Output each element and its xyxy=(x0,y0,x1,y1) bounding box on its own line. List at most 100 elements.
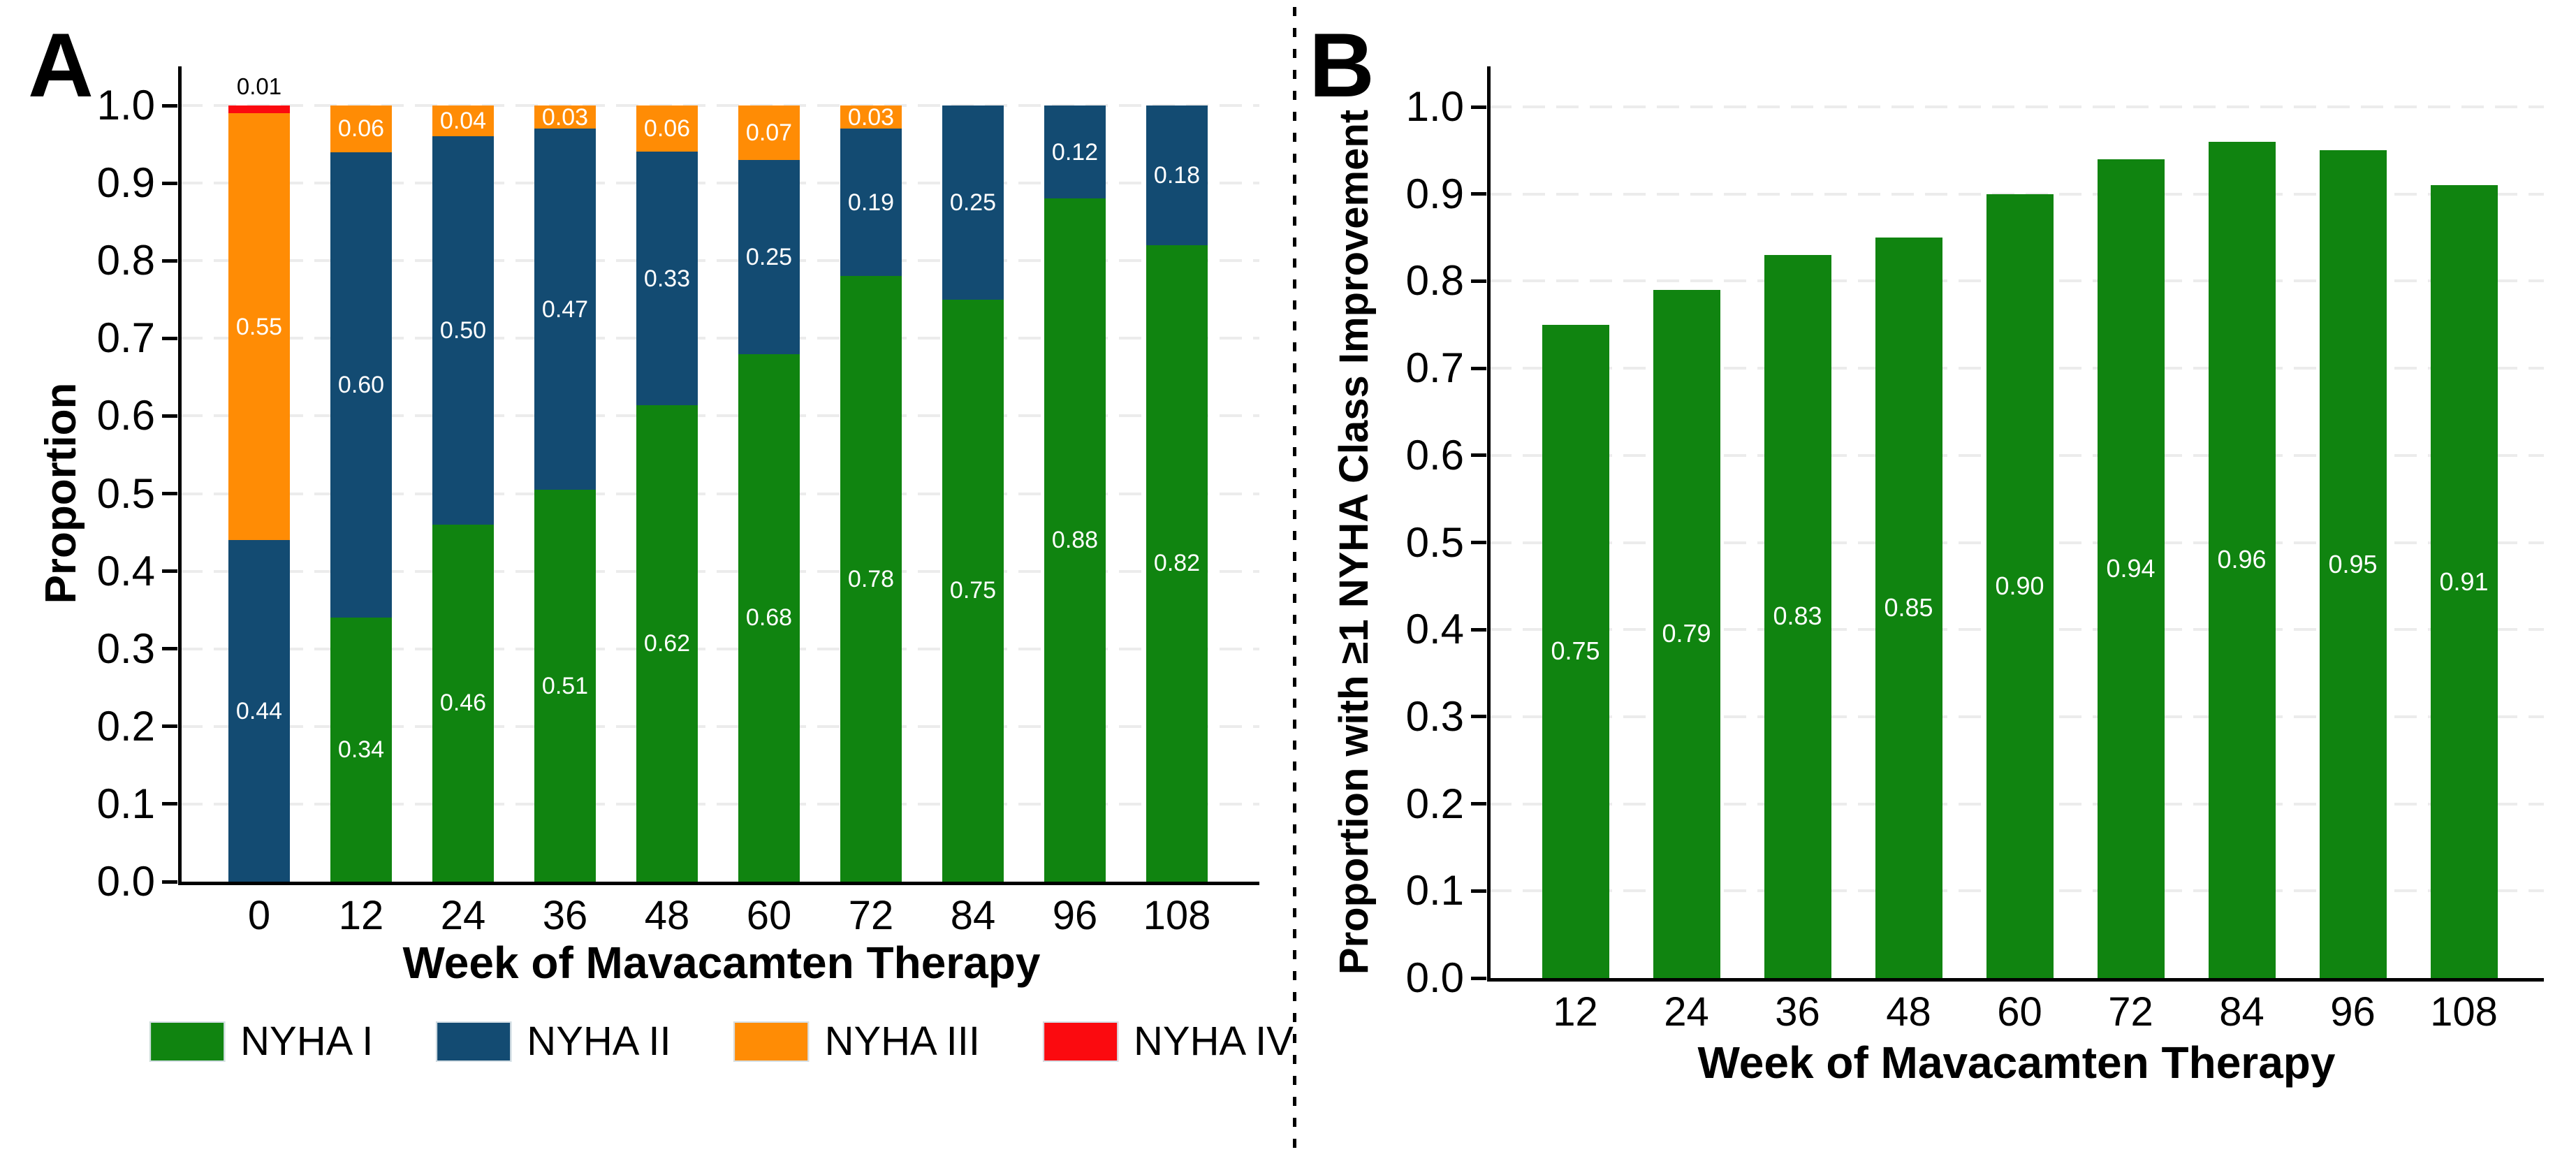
bar-segment-nyha-i-week-84: 0.75 xyxy=(942,299,1004,882)
bar-value-label: 0.60 xyxy=(337,371,385,398)
x-tick-label: 84 xyxy=(2219,989,2264,1035)
panel-a-plot-area: 0.0 0.1 0.2 0.3 0.4 0.5 0.6 0.7 0.8 0.9 1.0 0.44 0.5… xyxy=(97,66,1259,936)
bar-segment-nyha-ii-week-108: 0.18 xyxy=(1146,105,1208,245)
y-tick-label: 0.6 xyxy=(1405,431,1464,479)
y-tick-label: 0.7 xyxy=(96,314,155,362)
panel-b-letter: B xyxy=(1309,14,1375,116)
y-axis-tick xyxy=(1471,627,1486,632)
y-axis-tick xyxy=(162,492,177,495)
bar-value-label: 0.79 xyxy=(1662,619,1711,648)
bar-segment-nyha-i-week-24: 0.46 xyxy=(432,524,494,882)
y-tick-label: 1.0 xyxy=(1405,83,1464,130)
x-tick-label: 48 xyxy=(1886,989,1931,1035)
y-tick-label: 1.0 xyxy=(96,82,155,129)
bar-segment-nyha-iii-week-72: 0.03 xyxy=(840,105,902,129)
x-tick-label: 36 xyxy=(1775,989,1820,1035)
x-tick-label: 72 xyxy=(2108,989,2153,1035)
y-tick-label: 0.4 xyxy=(1405,606,1464,653)
legend-swatch-nyha-iv xyxy=(1043,1021,1119,1062)
gridline xyxy=(180,492,1259,495)
x-tick-label: 60 xyxy=(1997,989,2042,1035)
y-axis-tick xyxy=(1471,279,1486,283)
y-axis-tick xyxy=(1471,192,1486,196)
bar-segment-nyha-i-week-36: 0.51 xyxy=(534,490,596,882)
x-axis-line xyxy=(178,882,1259,885)
bar-value-label: 0.06 xyxy=(337,115,385,143)
y-axis-tick xyxy=(1471,105,1486,109)
bar-value-label: 0.94 xyxy=(2106,553,2156,583)
x-tick-label: 96 xyxy=(1052,893,1098,938)
gridline xyxy=(180,104,1259,107)
bar-segment-nyha-ii-week-48: 0.33 xyxy=(636,152,698,405)
panel-a-x-axis-title: Week of Mavacamten Therapy xyxy=(402,938,1041,988)
bar-value-label: 0.88 xyxy=(1051,527,1099,554)
y-tick-label: 0.7 xyxy=(1405,344,1464,392)
y-tick-label: 0.3 xyxy=(1405,692,1464,740)
legend-label: NYHA IV xyxy=(1134,1019,1294,1064)
y-tick-label: 0.3 xyxy=(96,625,155,672)
bar-value-label: 0.68 xyxy=(745,604,793,632)
x-tick-label: 108 xyxy=(2430,989,2498,1035)
y-tick-label: 0.0 xyxy=(96,858,155,905)
bar-value-label: 0.03 xyxy=(847,103,895,131)
y-tick-label: 0.6 xyxy=(96,392,155,439)
gridline xyxy=(180,337,1259,340)
bar-value-label: 0.90 xyxy=(1995,571,2044,600)
bar-value-label: 0.78 xyxy=(847,565,895,592)
bar-value-label: 0.04 xyxy=(439,108,487,135)
y-axis-tick xyxy=(162,647,177,651)
y-axis-tick xyxy=(162,802,177,806)
gridline xyxy=(1489,105,2544,108)
y-tick-label: 0.9 xyxy=(96,159,155,207)
y-axis-tick xyxy=(162,336,177,340)
legend-item-nyha-iv: NYHA IV xyxy=(1043,1021,1294,1062)
bar-value-label: 0.51 xyxy=(541,672,589,699)
y-axis-tick xyxy=(1471,715,1486,719)
bar-segment-nyha-iii-week-48: 0.06 xyxy=(636,105,698,152)
legend-swatch-nyha-i xyxy=(149,1021,226,1062)
y-tick-label: 0.1 xyxy=(1405,867,1464,914)
bar-value-label: 0.25 xyxy=(745,243,793,270)
bar-segment-nyha-i-week-96: 0.88 xyxy=(1044,198,1106,882)
y-tick-label: 0.8 xyxy=(1405,257,1464,305)
gridline xyxy=(180,647,1259,650)
y-tick-label: 0.4 xyxy=(96,547,155,595)
bar-segment-nyha-i-week-48: 0.85 xyxy=(1875,238,1942,978)
bar-value-label: 0.18 xyxy=(1153,161,1201,189)
y-tick-label: 0.8 xyxy=(96,237,155,284)
bar-segment-nyha-ii-week-72: 0.19 xyxy=(840,129,902,277)
gridline xyxy=(180,182,1259,185)
y-tick-label: 0.2 xyxy=(1405,780,1464,827)
x-tick-label: 72 xyxy=(848,893,894,938)
bar-value-label: 0.12 xyxy=(1051,138,1099,166)
x-tick-label: 48 xyxy=(644,893,690,938)
bar-segment-nyha-i-week-36: 0.83 xyxy=(1764,254,1831,978)
gridline xyxy=(180,802,1259,806)
bar-value-label: 0.75 xyxy=(949,577,997,604)
bar-value-label: 0.82 xyxy=(1153,550,1201,577)
bar-value-label: 0.96 xyxy=(2217,545,2267,574)
bar-value-label: 0.85 xyxy=(1884,593,1933,622)
y-axis-tick xyxy=(1471,802,1486,806)
y-axis-tick xyxy=(162,569,177,574)
bar-segment-nyha-iv-week-0 xyxy=(228,105,290,114)
bar-segment-nyha-iii-week-24: 0.04 xyxy=(432,105,494,137)
bar-segment-nyha-i-week-12: 0.75 xyxy=(1542,324,1609,978)
y-axis-tick xyxy=(162,724,177,729)
y-axis-tick xyxy=(162,880,177,884)
bar-value-label: 0.33 xyxy=(643,265,691,292)
y-axis-tick xyxy=(1471,541,1486,544)
x-tick-label: 0 xyxy=(247,893,271,938)
x-tick-label: 36 xyxy=(542,893,588,938)
x-tick-label: 108 xyxy=(1143,893,1211,938)
legend-swatch-nyha-ii xyxy=(436,1021,512,1062)
y-axis-line xyxy=(178,66,182,885)
y-tick-label: 0.0 xyxy=(1405,954,1464,1001)
y-axis-tick xyxy=(162,103,177,108)
x-tick-label: 24 xyxy=(1664,989,1709,1035)
bar-value-label: 0.62 xyxy=(643,630,691,657)
bar-segment-nyha-ii-week-84: 0.25 xyxy=(942,105,1004,300)
gridline xyxy=(180,414,1259,418)
